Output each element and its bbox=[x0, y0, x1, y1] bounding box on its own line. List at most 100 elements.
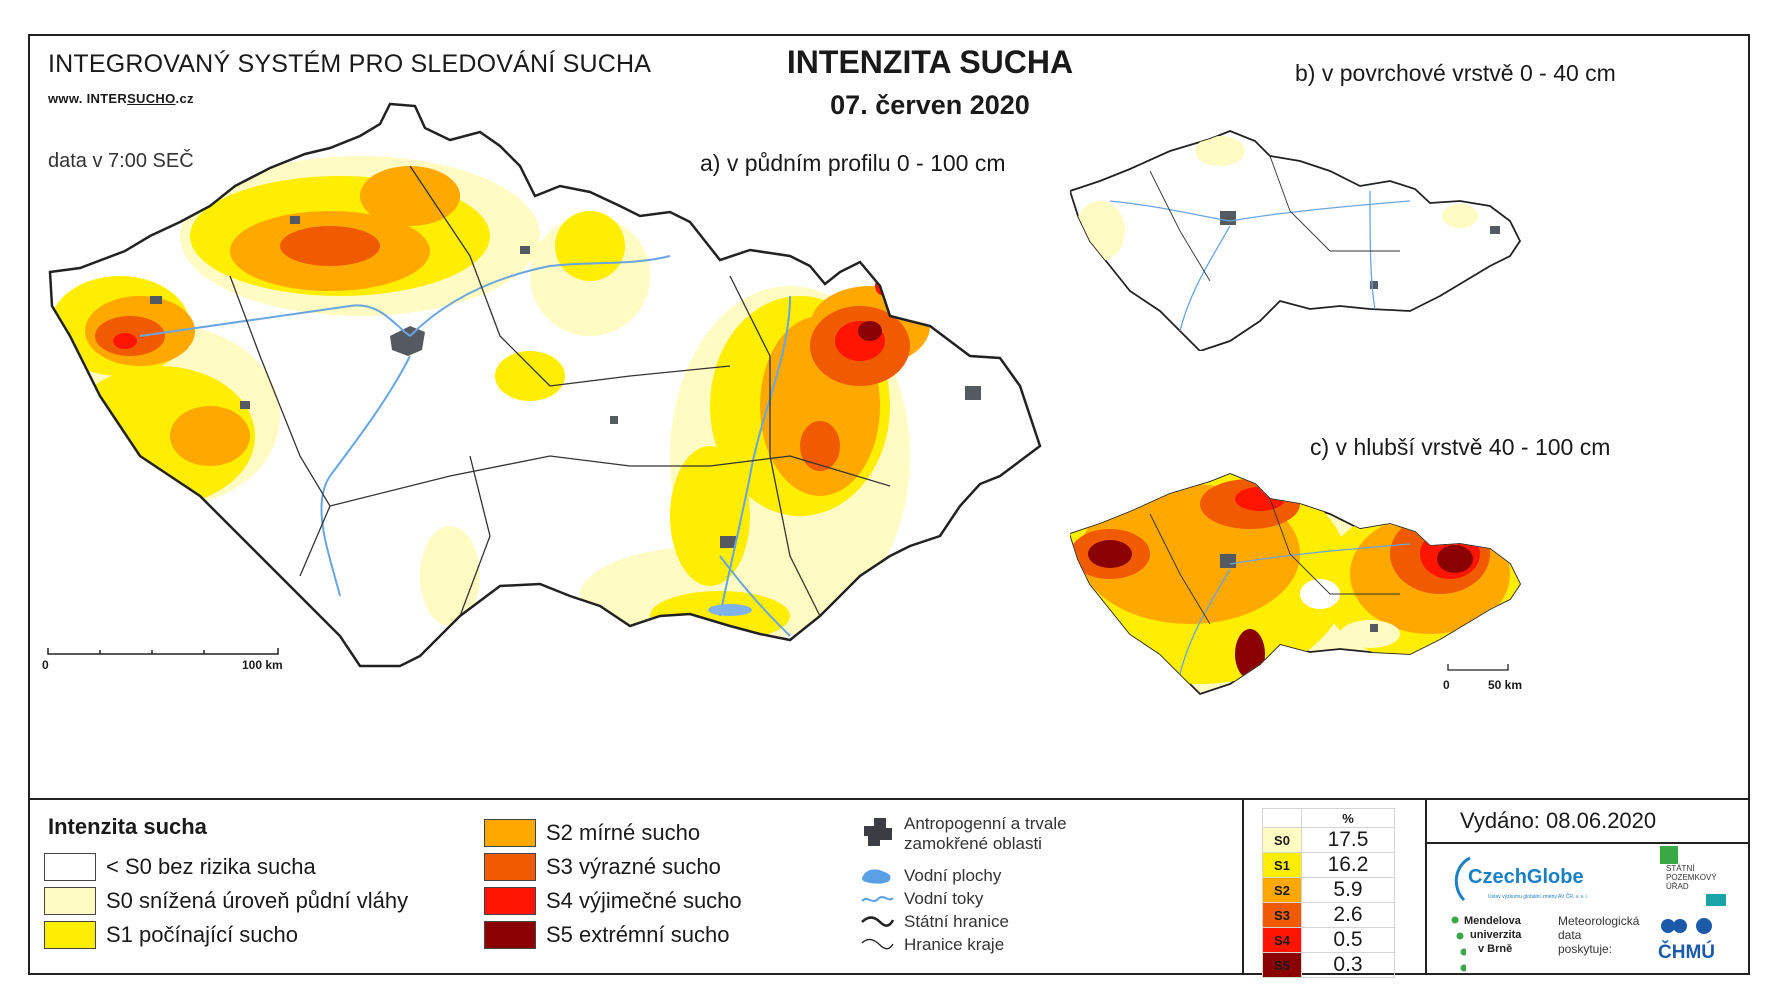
legend-label: S0 snížená úroveň půdní vláhy bbox=[106, 888, 409, 913]
chmu-logo[interactable]: ČHMÚ bbox=[1658, 916, 1738, 968]
urban-area-icon bbox=[864, 818, 892, 846]
meteo-line-1: Meteorologická bbox=[1558, 914, 1640, 928]
legend-separator bbox=[30, 798, 1748, 800]
stats-value: 17.5 bbox=[1301, 827, 1395, 853]
stats-class: S2 bbox=[1262, 877, 1302, 903]
chmu-logo-mark bbox=[1661, 918, 1712, 934]
drought-map-main[interactable] bbox=[30, 36, 1090, 716]
legend-item-s0: S0 snížená úroveň půdní vláhy bbox=[44, 886, 408, 916]
legend-symbol-label-2: zamokřené oblasti bbox=[904, 834, 1042, 853]
main-scale-start: 0 bbox=[42, 658, 49, 672]
legend-swatch bbox=[484, 853, 536, 881]
spu-logo[interactable]: STÁTNÍ POZEMKOVÝ ÚŘAD bbox=[1660, 846, 1740, 908]
stats-header-class bbox=[1262, 808, 1302, 828]
stats-class: S5 bbox=[1262, 952, 1302, 978]
czechglobe-logo-graphic bbox=[1454, 856, 1471, 902]
legend-label: S4 výjimečné sucho bbox=[546, 888, 742, 913]
drought-stats-table: % S0 17.5 S1 16.2 S2 5.9 S3 2.6 S4 0.5 S… bbox=[1262, 808, 1395, 978]
legend-swatch bbox=[484, 887, 536, 915]
legend-label: S2 mírné sucho bbox=[546, 820, 701, 845]
main-map-layer bbox=[48, 102, 1042, 668]
legend-symbol-label: Hranice kraje bbox=[904, 935, 1005, 954]
czechglobe-name: CzechGlobe bbox=[1468, 866, 1584, 888]
region-border-icon bbox=[861, 938, 894, 950]
czechglobe-logo[interactable]: CzechGlobe Ústav výzkumu globální změny … bbox=[1450, 850, 1600, 912]
drought-map-surface[interactable] bbox=[1070, 91, 1540, 351]
stats-row-s3: S3 2.6 bbox=[1262, 902, 1395, 928]
stats-header-unit: % bbox=[1301, 808, 1395, 828]
meteo-line-2: data bbox=[1558, 928, 1582, 942]
legend-symbol-label: Vodní toky bbox=[904, 889, 984, 908]
website-suffix: .cz bbox=[175, 91, 194, 106]
main-scale-end: 100 km bbox=[242, 658, 283, 672]
state-border-icon bbox=[861, 916, 894, 927]
spu-logo-accent bbox=[1706, 894, 1726, 906]
issued-separator bbox=[1427, 842, 1748, 844]
legend-symbol-label: Státní hranice bbox=[904, 912, 1009, 931]
main-title: INTENZITA SUCHA bbox=[786, 44, 1074, 80]
meteo-line-3: poskytuje: bbox=[1558, 942, 1613, 956]
main-scalebar bbox=[47, 648, 279, 655]
small-scale-start: 0 bbox=[1443, 678, 1450, 692]
map-frame: INTEGROVANÝ SYSTÉM PRO SLEDOVÁNÍ SUCHA w… bbox=[28, 34, 1750, 978]
legend-label: S1 počínající sucho bbox=[106, 922, 299, 947]
organization-title: INTEGROVANÝ SYSTÉM PRO SLEDOVÁNÍ SUCHA bbox=[48, 50, 652, 78]
spu-line-3: ÚŘAD bbox=[1666, 882, 1689, 891]
small-scale-end: 50 km bbox=[1488, 678, 1523, 692]
stats-value: 16.2 bbox=[1301, 852, 1395, 878]
stats-value: 0.5 bbox=[1301, 927, 1395, 953]
mendelu-dots-icon bbox=[1451, 916, 1466, 972]
panel-b-label: b) v povrchové vrstvě 0 - 40 cm bbox=[1295, 60, 1616, 86]
stats-class: S0 bbox=[1262, 827, 1302, 853]
mendelu-line-3: v Brně bbox=[1478, 943, 1513, 955]
spu-logo-mark bbox=[1660, 846, 1678, 864]
legend-item-s3: S3 výrazné sucho bbox=[484, 852, 721, 882]
mendelu-text: Mendelova univerzita v Brně bbox=[1464, 914, 1521, 956]
stats-class: S3 bbox=[1262, 902, 1302, 928]
legend-symbol-water: Vodní plochy bbox=[860, 866, 1001, 886]
legend-symbol-river: Vodní toky bbox=[860, 889, 983, 909]
mendelu-line-1: Mendelova bbox=[1464, 915, 1521, 927]
stats-row-s5: S5 0.3 bbox=[1262, 952, 1395, 978]
legend-label: S3 výrazné sucho bbox=[546, 854, 721, 879]
legend-symbol-label: Vodní plochy bbox=[904, 866, 1002, 885]
legend-swatch bbox=[44, 887, 96, 915]
mendelu-line-2: univerzita bbox=[1470, 929, 1522, 941]
website-prefix: www. INTER bbox=[48, 91, 128, 106]
river-icon bbox=[861, 896, 894, 902]
legend-item-s1: S1 počínající sucho bbox=[44, 920, 298, 950]
legend-swatch bbox=[484, 921, 536, 949]
stats-class: S4 bbox=[1262, 927, 1302, 953]
spu-line-1: STÁTNÍ bbox=[1666, 864, 1695, 873]
website-link[interactable]: www. INTERSUCHO.cz bbox=[48, 91, 194, 106]
stats-separator bbox=[1242, 800, 1244, 975]
data-time-note: data v 7:00 SEČ bbox=[48, 150, 194, 172]
map-date: 07. červen 2020 bbox=[830, 90, 1030, 120]
water-body-icon bbox=[862, 869, 891, 884]
stats-value: 0.3 bbox=[1301, 952, 1395, 978]
issue-separator bbox=[1425, 800, 1427, 975]
stats-row-s2: S2 5.9 bbox=[1262, 877, 1395, 903]
legend-item-s4: S4 výjimečné sucho bbox=[484, 886, 742, 916]
stats-row-s0: S0 17.5 bbox=[1262, 827, 1395, 853]
website-mid: SUCHO bbox=[127, 91, 176, 106]
panel-c-label: c) v hlubší vrstvě 40 - 100 cm bbox=[1310, 434, 1611, 460]
legend-swatch bbox=[44, 921, 96, 949]
drought-map-deep[interactable] bbox=[1070, 466, 1540, 726]
stats-value: 5.9 bbox=[1301, 877, 1395, 903]
legend-label: < S0 bez rizika sucha bbox=[106, 854, 316, 879]
legend-symbol-region-border: Hranice kraje bbox=[860, 935, 1004, 955]
mendelu-logo[interactable]: Mendelova univerzita v Brně bbox=[1450, 914, 1530, 974]
legend-symbol-urban: Antropogenní a trvale zamokřené oblasti bbox=[860, 814, 1067, 854]
stats-row-s1: S1 16.2 bbox=[1262, 852, 1395, 878]
legend-title: Intenzita sucha bbox=[48, 814, 207, 839]
chmu-name: ČHMÚ bbox=[1658, 942, 1715, 963]
stats-header-row: % bbox=[1262, 808, 1395, 828]
meteo-provider-note: Meteorologická data poskytuje: bbox=[1558, 914, 1639, 956]
legend-item-s2: S2 mírné sucho bbox=[484, 818, 700, 848]
legend-item-s5: S5 extrémní sucho bbox=[484, 920, 729, 950]
stats-row-s4: S4 0.5 bbox=[1262, 927, 1395, 953]
legend-symbol-state-border: Státní hranice bbox=[860, 912, 1009, 932]
small-scalebar bbox=[1447, 664, 1509, 671]
panel-a-label: a) v půdním profilu 0 - 100 cm bbox=[700, 150, 1006, 176]
